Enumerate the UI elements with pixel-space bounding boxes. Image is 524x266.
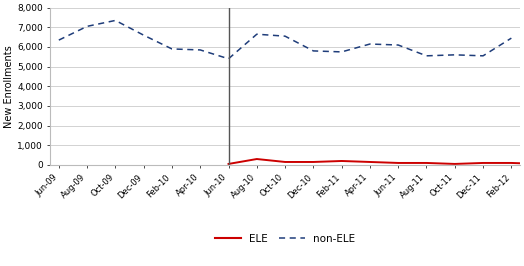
Y-axis label: New Enrollments: New Enrollments [4, 45, 14, 128]
Legend: ELE, non-ELE: ELE, non-ELE [211, 230, 359, 248]
